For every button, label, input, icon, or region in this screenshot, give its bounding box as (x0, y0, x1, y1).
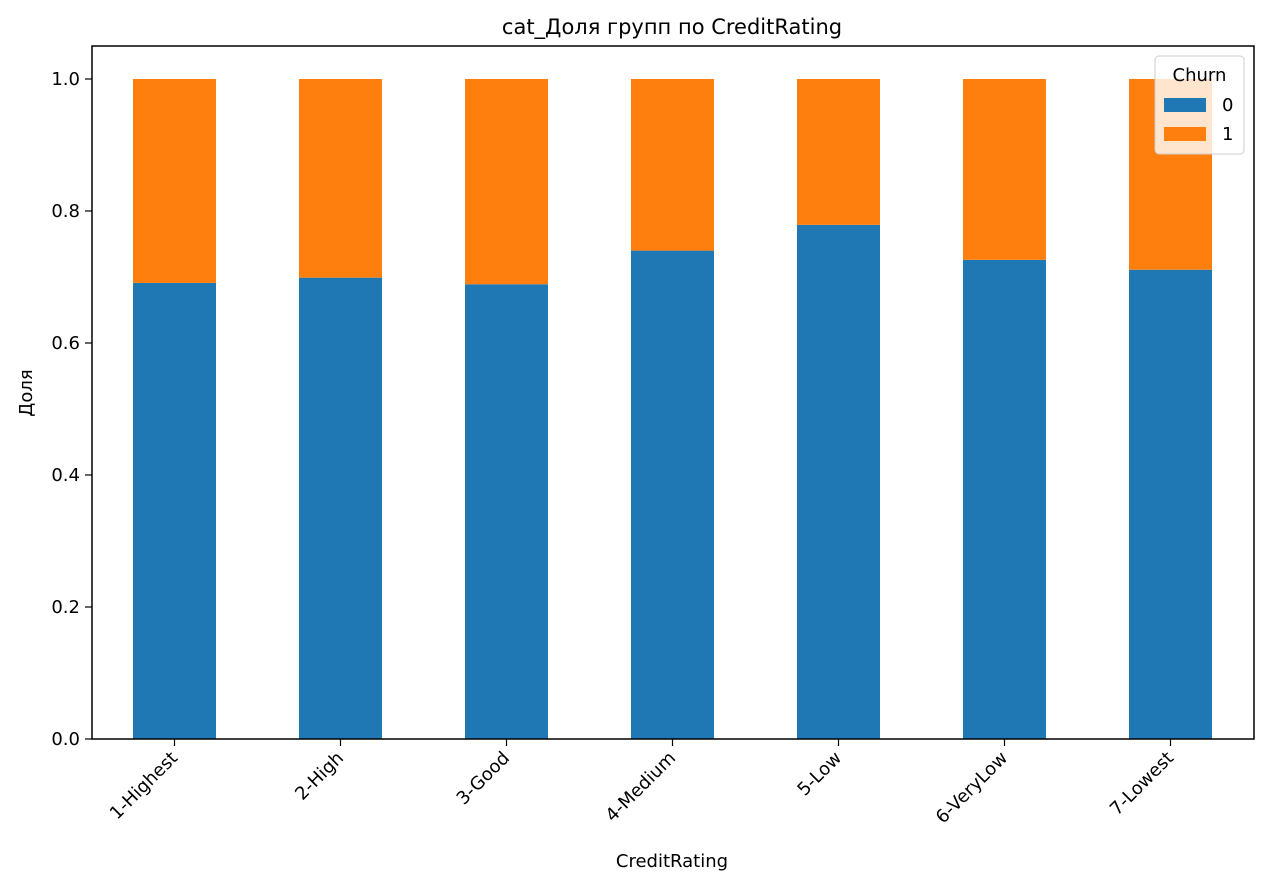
bar-4-Medium-series-0 (631, 250, 714, 739)
y-axis-label: Доля (16, 369, 37, 416)
y-tick-label: 1.0 (51, 69, 80, 90)
y-axis-ticks: 0.0 0.2 0.4 0.6 0.8 1.0 (51, 69, 92, 750)
y-tick-label: 0.6 (51, 333, 80, 354)
x-tick-label: 7-Lowest (1106, 748, 1178, 820)
bar-5-Low-series-0 (797, 224, 880, 740)
x-axis-ticks: 1-Highest 2-High 3-Good 4-Medium 5-Low 6-Very… (106, 739, 1178, 828)
x-tick-label: 4-Medium (602, 748, 680, 826)
legend-swatch-1 (1164, 127, 1206, 141)
bar-6-VeryLow-series-0 (963, 259, 1046, 739)
y-tick-label: 0.8 (51, 201, 80, 222)
x-tick-label: 3-Good (453, 748, 515, 810)
chart-title: cat_Доля групп по CreditRating (502, 15, 842, 40)
x-tick-label: 1-Highest (106, 748, 182, 824)
bar-2-High-series-1 (299, 79, 382, 278)
y-tick-label: 0.2 (51, 597, 80, 618)
bar-6-VeryLow-series-1 (963, 79, 1046, 260)
legend-label-1: 1 (1222, 124, 1233, 145)
bar-3-Good-series-1 (465, 79, 548, 285)
legend: Churn 0 1 (1154, 55, 1245, 155)
x-tick-label: 6-VeryLow (932, 748, 1012, 828)
legend-swatch-0 (1164, 98, 1206, 112)
y-tick-label: 0.0 (51, 729, 80, 750)
bar-3-Good-series-0 (465, 284, 548, 739)
bar-5-Low-series-1 (797, 79, 880, 225)
x-tick-label: 2-High (291, 748, 348, 805)
bar-1-Highest-series-0 (133, 282, 216, 739)
bar-1-Highest-series-1 (133, 79, 216, 283)
bars-group (133, 79, 1212, 740)
legend-title: Churn (1173, 65, 1227, 86)
x-axis-label: CreditRating (616, 851, 728, 872)
bar-7-Lowest-series-0 (1129, 269, 1212, 739)
legend-label-0: 0 (1222, 95, 1233, 116)
bar-2-High-series-0 (299, 277, 382, 739)
y-tick-label: 0.4 (51, 465, 80, 486)
bar-4-Medium-series-1 (631, 79, 714, 251)
x-tick-label: 5-Low (793, 748, 846, 801)
